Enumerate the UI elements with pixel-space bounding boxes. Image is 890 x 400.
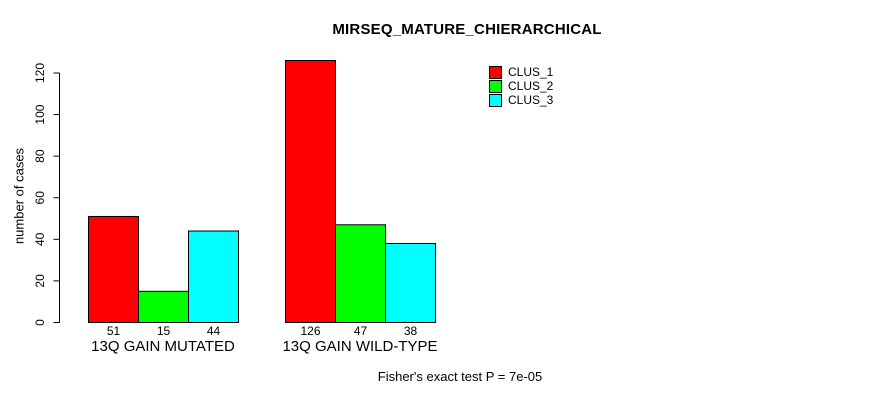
legend-label: CLUS_2 bbox=[508, 79, 554, 93]
bar-clus_3-group1 bbox=[188, 230, 239, 323]
legend: CLUS_1 CLUS_2 CLUS_3 bbox=[489, 65, 553, 107]
category-label: 13Q GAIN WILD-TYPE bbox=[282, 338, 437, 355]
legend-label: CLUS_1 bbox=[508, 65, 554, 79]
bar-clus_2-group2 bbox=[335, 224, 386, 323]
bar-clus_2-group1 bbox=[138, 290, 189, 323]
chart-title: MIRSEQ_MATURE_CHIERARCHICAL bbox=[332, 21, 602, 38]
y-tick-label: 60 bbox=[33, 191, 47, 205]
bar-clus_1-group1 bbox=[88, 215, 139, 323]
bar-value-label: 51 bbox=[107, 324, 121, 338]
legend-label: CLUS_3 bbox=[508, 93, 554, 107]
y-tick-label: 0 bbox=[33, 319, 47, 326]
y-tick-label: 80 bbox=[33, 149, 47, 163]
statistical-test-note: Fisher's exact test P = 7e-05 bbox=[377, 369, 543, 384]
bar-clus_1-group2 bbox=[285, 60, 336, 324]
legend-item-clus_3: CLUS_3 bbox=[489, 93, 553, 107]
bar-value-label: 15 bbox=[157, 324, 171, 338]
legend-swatch-icon bbox=[489, 93, 502, 107]
legend-item-clus_1: CLUS_1 bbox=[489, 65, 553, 79]
bar-clus_3-group2 bbox=[385, 242, 436, 323]
bar-value-label: 44 bbox=[207, 324, 221, 338]
category-label: 13Q GAIN MUTATED bbox=[91, 338, 235, 355]
legend-item-clus_2: CLUS_2 bbox=[489, 79, 553, 93]
bar-value-label: 126 bbox=[300, 324, 320, 338]
y-tick-label: 20 bbox=[33, 274, 47, 288]
y-tick-label: 120 bbox=[33, 63, 47, 83]
y-tick-label: 100 bbox=[33, 104, 47, 124]
bar-value-label: 47 bbox=[354, 324, 368, 338]
y-tick-label: 40 bbox=[33, 232, 47, 246]
legend-swatch-icon bbox=[489, 65, 502, 79]
bar-value-label: 38 bbox=[404, 324, 418, 338]
legend-swatch-icon bbox=[489, 79, 502, 93]
